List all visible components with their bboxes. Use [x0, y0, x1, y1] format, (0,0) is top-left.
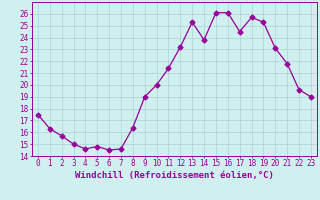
X-axis label: Windchill (Refroidissement éolien,°C): Windchill (Refroidissement éolien,°C): [75, 171, 274, 180]
